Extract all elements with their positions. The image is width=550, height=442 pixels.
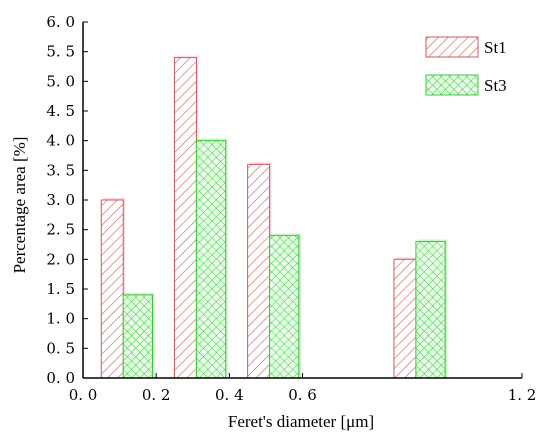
ticks-layer: 0. 0 0. 5 1. 0 1. 5 2. 0 2. 5 3. 0 3. 5 4. 0 4. 5… [46,13,536,404]
y-tick-label: 6. 0 [46,13,75,31]
x-tick-label: 1. 2 [508,386,537,404]
bar-st3-1 [122,294,154,379]
bar-st3-4 [415,241,446,379]
y-tick-label: 4. 0 [46,132,75,150]
bar-st1-4 [393,258,417,379]
x-axis-title: Feret's diameter [μm] [228,412,374,431]
y-axis-title: Percentage area [%] [10,137,29,274]
legend-swatch-st3 [425,74,479,96]
bar-st1-2 [173,57,197,379]
y-tick-label: 0. 5 [46,339,75,357]
y-tick-label: 2. 0 [46,250,75,268]
bar-st1-3 [247,163,271,379]
x-tick-label: 0. 4 [215,386,244,404]
y-tick-label: 4. 5 [46,102,75,120]
y-tick-label: 5. 0 [46,72,75,90]
legend-label-st3: St3 [484,76,507,95]
bars-layer [100,55,448,379]
bar-st3-3 [269,235,300,379]
y-tick-label: 5. 5 [46,43,75,61]
y-tick-label: 2. 5 [46,221,75,239]
legend-swatch-st1 [425,36,479,58]
y-tick-label: 0. 0 [46,369,75,387]
bar-st3-2 [195,140,227,379]
x-tick-label: 0. 0 [69,386,98,404]
x-tick-label: 0. 6 [288,386,317,404]
x-tick-label: 0. 2 [142,386,171,404]
y-tick-label: 3. 5 [46,161,75,179]
legend-label-st1: St1 [484,38,507,57]
y-tick-label: 1. 0 [46,310,75,328]
y-tick-label: 3. 0 [46,191,75,209]
bar-st1-1 [100,199,124,379]
y-tick-label: 1. 5 [46,280,75,298]
legend: St1 St3 [425,36,507,96]
